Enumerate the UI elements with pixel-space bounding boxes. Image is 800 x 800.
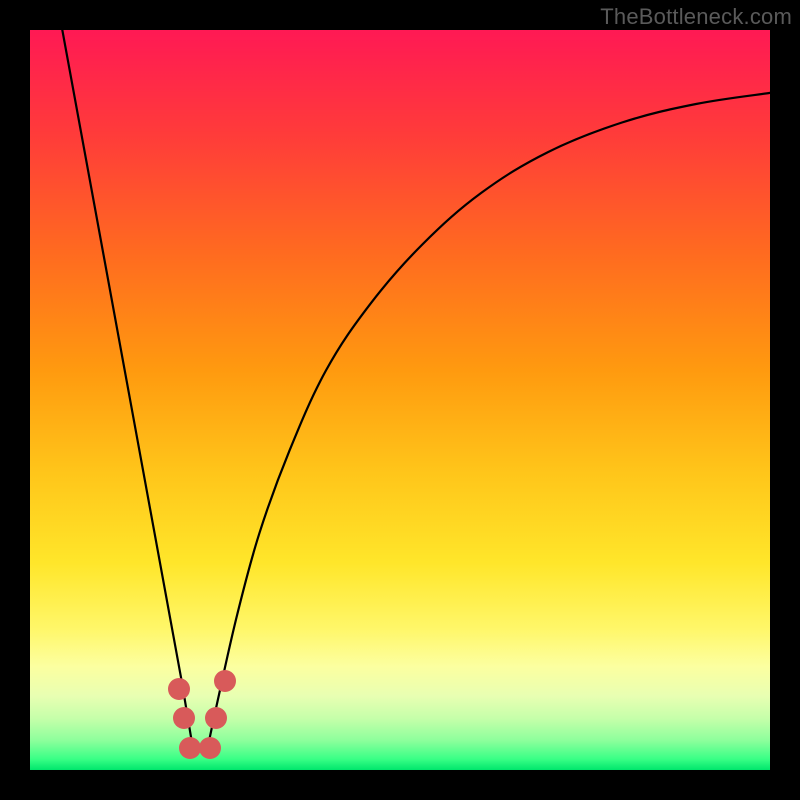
data-marker [205,707,227,729]
data-marker [199,737,221,759]
chart-canvas: TheBottleneck.com [0,0,800,800]
curve-left [60,30,193,748]
curves-layer [30,30,770,770]
curve-right [208,93,770,748]
data-marker [214,670,236,692]
data-marker [168,678,190,700]
data-marker [179,737,201,759]
plot-area [30,30,770,770]
data-marker [173,707,195,729]
watermark-text: TheBottleneck.com [600,4,792,30]
